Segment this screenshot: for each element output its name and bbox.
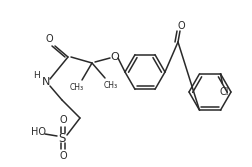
Text: HO: HO: [30, 127, 46, 137]
Text: O: O: [45, 34, 53, 44]
Text: Cl: Cl: [220, 87, 229, 97]
Text: O: O: [111, 52, 119, 62]
Text: N: N: [42, 77, 50, 87]
Text: CH₃: CH₃: [104, 80, 118, 90]
Text: S: S: [58, 131, 66, 144]
Text: O: O: [59, 151, 67, 161]
Text: H: H: [34, 70, 40, 79]
Text: O: O: [59, 115, 67, 125]
Text: O: O: [177, 21, 185, 31]
Text: CH₃: CH₃: [70, 82, 84, 92]
